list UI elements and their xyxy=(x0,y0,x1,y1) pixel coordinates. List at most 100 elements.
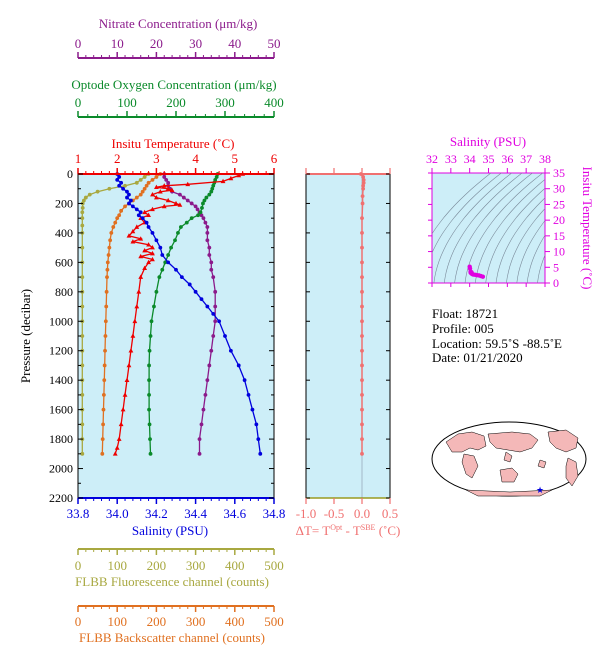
oxygen-point xyxy=(163,260,168,265)
nitrate-tick-label: 50 xyxy=(268,36,281,51)
ts-y-tick-label: 10 xyxy=(553,245,565,259)
fluorescence-point xyxy=(87,192,92,197)
temperature-point xyxy=(124,377,130,382)
delta-t-point xyxy=(360,194,365,198)
delta-t-point xyxy=(360,260,364,265)
backscatter-point xyxy=(102,378,107,383)
pressure-tick-label: 800 xyxy=(55,285,73,299)
world-map: ★ xyxy=(431,421,587,497)
temperature-point xyxy=(185,181,191,187)
ts-contour-line xyxy=(475,179,545,283)
float-id: Float: 18721 xyxy=(432,306,498,321)
delta-t-point xyxy=(360,319,364,324)
salinity-point xyxy=(166,260,171,265)
temperature-point xyxy=(134,303,140,309)
backscatter-point xyxy=(105,260,110,265)
salinity-point xyxy=(138,210,143,215)
temperature-point xyxy=(154,184,159,190)
salinity-point xyxy=(199,297,204,302)
backscatter-point xyxy=(103,348,107,353)
oxygen-point xyxy=(176,231,180,235)
float-location-marker: ★ xyxy=(536,486,544,496)
ts-contour-line xyxy=(506,208,545,283)
delta-t-tick-label: 0.0 xyxy=(354,506,370,521)
delta-t-axis: -1.0 -0.5 0.0 0.5 xyxy=(296,168,398,521)
main-plot-area xyxy=(77,173,275,499)
temperature-tick-label: 4 xyxy=(192,151,199,166)
nitrate-point xyxy=(207,253,212,257)
pressure-tick-label: 1800 xyxy=(49,432,73,446)
fluorescence-tick-label: 200 xyxy=(147,558,167,573)
salinity-point xyxy=(236,363,241,368)
salinity-point xyxy=(193,289,198,294)
salinity-axis-label: Salinity (PSU) xyxy=(132,523,208,538)
nitrate-point xyxy=(199,422,204,427)
oxygen-point xyxy=(147,407,151,412)
salinity-point xyxy=(258,451,263,456)
delta-t-point xyxy=(360,216,364,221)
delta-t-point xyxy=(360,275,364,279)
nitrate-point xyxy=(164,177,169,182)
nitrate-point xyxy=(203,393,208,397)
salinity-axis: 33.8 34.0 34.2 34.4 34.6 34.8 xyxy=(67,497,285,521)
temperature-point xyxy=(138,274,144,279)
nitrate-tick-label: 30 xyxy=(189,36,202,51)
salinity-tick-label: 34.6 xyxy=(223,506,246,521)
salinity-point xyxy=(117,175,122,179)
nitrate-point xyxy=(209,348,214,353)
ts-diagram-content xyxy=(432,173,545,283)
backscatter-axis: 0 100 200 300 400 500 xyxy=(75,605,284,629)
backscatter-point xyxy=(105,267,110,272)
delta-t-point xyxy=(360,407,364,412)
fluorescence-point xyxy=(80,304,85,309)
backscatter-point xyxy=(154,175,159,179)
oxygen-point xyxy=(148,451,153,456)
nitrate-point xyxy=(162,175,167,179)
ts-salinity-label: Salinity (PSU) xyxy=(450,134,526,149)
ts-contour-line xyxy=(526,234,545,283)
salinity-point xyxy=(217,319,222,324)
nitrate-point xyxy=(189,201,194,206)
ts-x-tick-label: 32 xyxy=(426,152,438,166)
temperature-axis-label: Insitu Temperature (˚C) xyxy=(111,136,234,151)
oxygen-point xyxy=(147,348,152,353)
oxygen-point xyxy=(213,177,218,182)
delta-t-point xyxy=(360,422,364,427)
nitrate-point xyxy=(205,231,210,235)
backscatter-point xyxy=(100,437,105,441)
fluorescence-point xyxy=(95,189,100,194)
ts-point xyxy=(468,270,474,276)
salinity-point xyxy=(140,216,145,221)
fluorescence-point xyxy=(80,245,85,250)
fluorescence-tick-label: 0 xyxy=(75,558,82,573)
nitrate-axis-label: Nitrate Concentration (μm/kg) xyxy=(99,16,258,31)
delta-t-point xyxy=(360,437,364,441)
fluorescence-point xyxy=(107,186,112,191)
nitrate-point xyxy=(213,304,218,309)
ts-y-tick-label: 25 xyxy=(553,197,565,211)
backscatter-tick-label: 100 xyxy=(107,614,127,629)
temperature-point xyxy=(142,247,148,253)
ts-y-tick-label: 20 xyxy=(553,213,565,227)
nitrate-point xyxy=(209,260,214,265)
backscatter-point xyxy=(111,225,116,229)
delta-t-axis-label: ΔT= TOpt - TSBE (˚C) xyxy=(296,523,401,538)
oxygen-point xyxy=(148,437,152,441)
salinity-point xyxy=(115,177,120,182)
ts-x-tick-label: 38 xyxy=(539,152,551,166)
fluorescence-tick-label: 400 xyxy=(225,558,245,573)
oxygen-point xyxy=(202,198,207,203)
nitrate-point xyxy=(207,363,212,368)
temperature-point xyxy=(146,242,151,247)
salinity-point xyxy=(117,183,122,188)
temperature-point xyxy=(177,202,183,207)
delta-t-tick-label: -1.0 xyxy=(296,506,317,521)
ts-y-tick-label: 5 xyxy=(553,260,559,274)
temperature-point xyxy=(146,212,151,218)
oxygen-point xyxy=(148,334,153,338)
temperature-point xyxy=(138,253,144,259)
nitrate-point xyxy=(197,451,202,456)
ts-contour-line xyxy=(516,220,545,283)
